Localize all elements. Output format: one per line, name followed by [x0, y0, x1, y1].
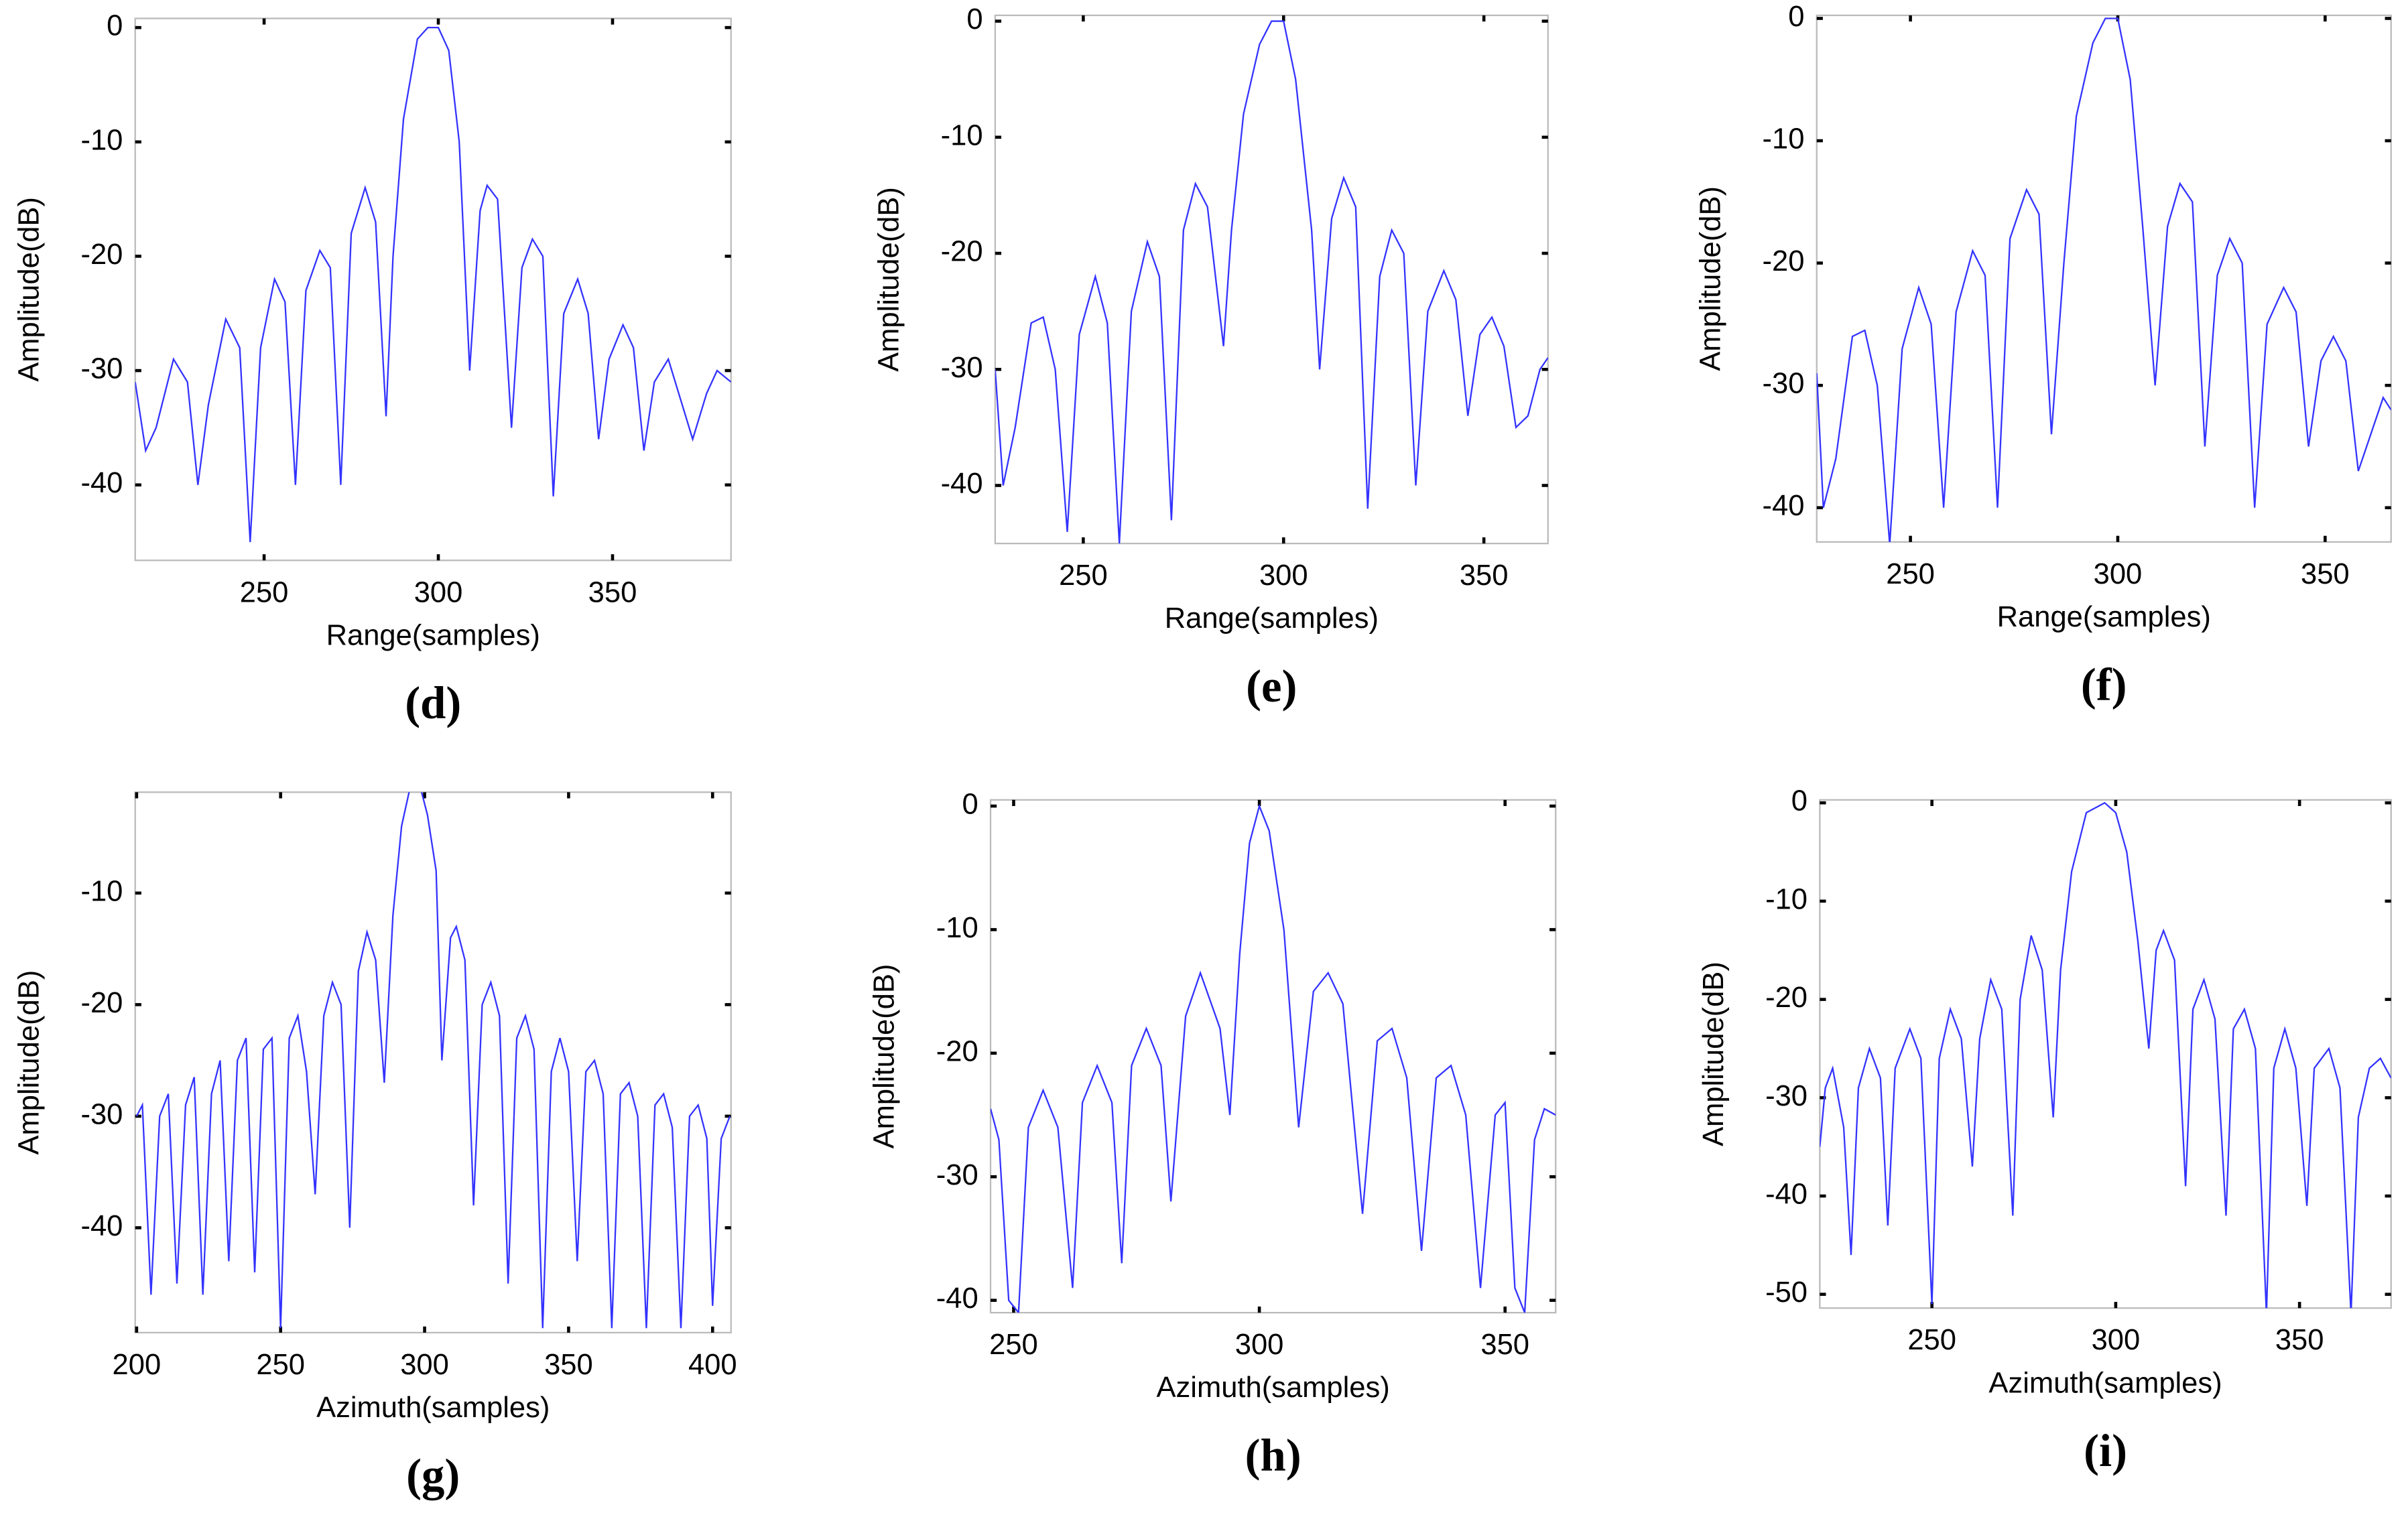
y-tick-label: -50 — [1765, 1276, 1808, 1309]
y-tick-label: -30 — [80, 1098, 123, 1130]
caption: (i) — [2084, 1425, 2127, 1476]
y-axis-label: Amplitude(dB) — [13, 197, 45, 382]
y-tick-label: -10 — [941, 119, 983, 151]
y-tick-label: -20 — [1765, 982, 1808, 1014]
plot-frame — [1816, 14, 2392, 543]
chart-panel: 250 300 350 -50 -40 -30 -20 -10 0 Azimuth(samples… — [1698, 785, 2392, 1476]
y-tick-label: 0 — [107, 10, 123, 42]
y-axis-label: Amplitude(dB) — [1698, 961, 1730, 1146]
x-tick-label: 300 — [414, 576, 463, 608]
plot-frame — [134, 791, 732, 1334]
chart-panel: 250 300 350 -40 -30 -20 -10 0 Range(samples) Ampl… — [873, 3, 1549, 712]
y-tick-label: -30 — [936, 1159, 978, 1191]
plot-frame — [994, 14, 1549, 545]
y-axis-label: Amplitude(dB) — [1694, 186, 1726, 371]
y-tick-label: -40 — [1765, 1179, 1808, 1211]
x-tick-label: 200 — [113, 1349, 162, 1381]
y-tick-label: -40 — [80, 467, 123, 499]
caption: (h) — [1245, 1430, 1302, 1481]
x-tick-label: 350 — [588, 576, 637, 608]
x-tick-label: 300 — [2092, 1324, 2141, 1356]
y-tick-label: -40 — [941, 468, 983, 500]
x-tick-label: 250 — [989, 1329, 1038, 1361]
x-tick-label: 400 — [688, 1349, 737, 1381]
chart-panel: 250 300 350 -40 -30 -20 -10 0 Azimuth(samples) Am… — [869, 789, 1557, 1481]
y-tick-label: -40 — [936, 1282, 978, 1315]
x-axis-label: Azimuth(samples) — [1157, 1372, 1390, 1404]
y-tick-label: 0 — [966, 3, 983, 36]
chart-panel: 200 250 300 350 400 -40 -30 -20 -10 Azimuth(sampl… — [13, 791, 737, 1501]
y-tick-label: -10 — [80, 124, 123, 156]
caption: (g) — [406, 1450, 460, 1501]
caption: (e) — [1246, 661, 1297, 712]
x-tick-label: 250 — [256, 1349, 305, 1381]
x-axis-label: Azimuth(samples) — [316, 1392, 550, 1424]
y-tick-label: -20 — [80, 987, 123, 1019]
x-axis-label: Range(samples) — [1165, 602, 1379, 635]
x-axis-label: Azimuth(samples) — [1988, 1367, 2222, 1399]
x-tick-label: 350 — [1480, 1329, 1529, 1361]
y-tick-label: -30 — [80, 353, 123, 385]
x-tick-label: 250 — [1886, 558, 1935, 590]
y-axis-label: Amplitude(dB) — [869, 964, 901, 1149]
y-tick-label: 0 — [1788, 1, 1804, 33]
y-axis-label: Amplitude(dB) — [873, 187, 905, 372]
x-axis-label: Range(samples) — [326, 619, 540, 651]
series-line — [135, 27, 731, 543]
chart-panel: 250 300 350 -40 -30 -20 -10 0 Range(samples) Ampl… — [1694, 1, 2392, 710]
x-tick-label: 300 — [2094, 558, 2143, 590]
x-tick-label: 300 — [400, 1349, 449, 1381]
plot-frame — [134, 17, 732, 561]
y-tick-label: -10 — [80, 875, 123, 907]
y-axis-label: Amplitude(dB) — [13, 970, 45, 1155]
y-tick-label: -10 — [1763, 123, 1805, 155]
y-tick-label: 0 — [962, 789, 978, 821]
y-tick-label: -10 — [1765, 883, 1808, 915]
series-line — [995, 20, 1548, 544]
x-tick-label: 250 — [240, 576, 289, 608]
plot-frame — [989, 799, 1557, 1314]
y-tick-label: -30 — [1765, 1080, 1808, 1112]
y-tick-label: -30 — [941, 352, 983, 384]
x-tick-label: 300 — [1259, 559, 1308, 592]
y-tick-label: -40 — [1763, 490, 1805, 522]
y-tick-label: -40 — [80, 1210, 123, 1242]
series-line — [135, 792, 731, 1329]
y-tick-label: -30 — [1763, 368, 1805, 400]
x-axis-label: Range(samples) — [1997, 601, 2211, 633]
x-tick-label: 300 — [1235, 1329, 1284, 1361]
x-tick-label: 250 — [1907, 1324, 1956, 1356]
y-tick-label: -20 — [936, 1035, 978, 1067]
y-tick-label: 0 — [1791, 785, 1808, 817]
x-tick-label: 350 — [2275, 1324, 2324, 1356]
x-tick-label: 350 — [2301, 558, 2350, 590]
plot-frame — [1819, 799, 2392, 1309]
series-line — [1820, 801, 2391, 1309]
y-tick-label: -10 — [936, 912, 978, 944]
y-tick-label: -20 — [80, 239, 123, 271]
x-tick-label: 350 — [544, 1349, 593, 1381]
series-line — [990, 803, 1556, 1313]
chart-panel: 250 300 350 -40 -30 -20 -10 0 Range(samples) Ampl… — [13, 10, 732, 728]
caption: (d) — [405, 677, 461, 728]
x-tick-label: 350 — [1460, 559, 1509, 592]
x-tick-label: 250 — [1059, 559, 1108, 592]
caption: (f) — [2081, 659, 2127, 710]
y-tick-label: -20 — [1763, 245, 1805, 277]
series-line — [1816, 17, 2391, 542]
y-tick-label: -20 — [941, 236, 983, 268]
